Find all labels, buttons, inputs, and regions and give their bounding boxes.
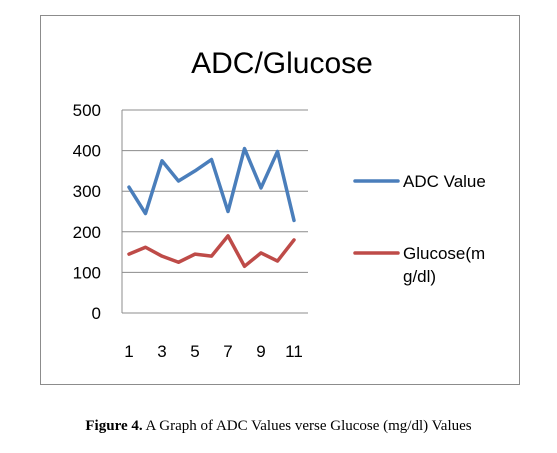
- grid-lines: [121, 109, 308, 314]
- y-tick-label: 200: [73, 223, 101, 242]
- series-line-adc-value: [127, 146, 296, 223]
- y-tick-label: 500: [73, 101, 101, 120]
- x-tick-label: 5: [190, 342, 199, 361]
- x-axis-ticks: 1 3 5 7 9 11: [124, 342, 303, 361]
- y-axis-ticks: 0 100 200 300 400 500: [73, 101, 101, 323]
- y-tick-label: 300: [73, 182, 101, 201]
- legend-label: Glucose(m: [403, 244, 485, 263]
- series-line-glucose: [127, 234, 296, 269]
- x-tick-label: 1: [124, 342, 133, 361]
- x-tick-label: 11: [285, 342, 303, 361]
- figure-caption-text: A Graph of ADC Values verse Glucose (mg/…: [145, 418, 472, 434]
- legend-label: ADC Value: [403, 172, 486, 191]
- figure-caption-label: Figure 4.: [85, 418, 143, 434]
- series-lines: [127, 146, 296, 269]
- legend: ADC Value Glucose(m g/dl): [353, 172, 486, 286]
- legend-label: g/dl): [403, 267, 436, 286]
- x-tick-label: 9: [256, 342, 265, 361]
- chart-frame: [40, 15, 520, 385]
- y-tick-label: 0: [92, 304, 101, 323]
- chart-title: ADC/Glucose: [191, 47, 373, 80]
- y-tick-label: 400: [73, 142, 101, 161]
- x-tick-label: 7: [223, 342, 232, 361]
- y-tick-label: 100: [73, 263, 101, 282]
- figure-caption: Figure 4. A Graph of ADC Values verse Gl…: [0, 418, 557, 435]
- x-tick-label: 3: [157, 342, 166, 361]
